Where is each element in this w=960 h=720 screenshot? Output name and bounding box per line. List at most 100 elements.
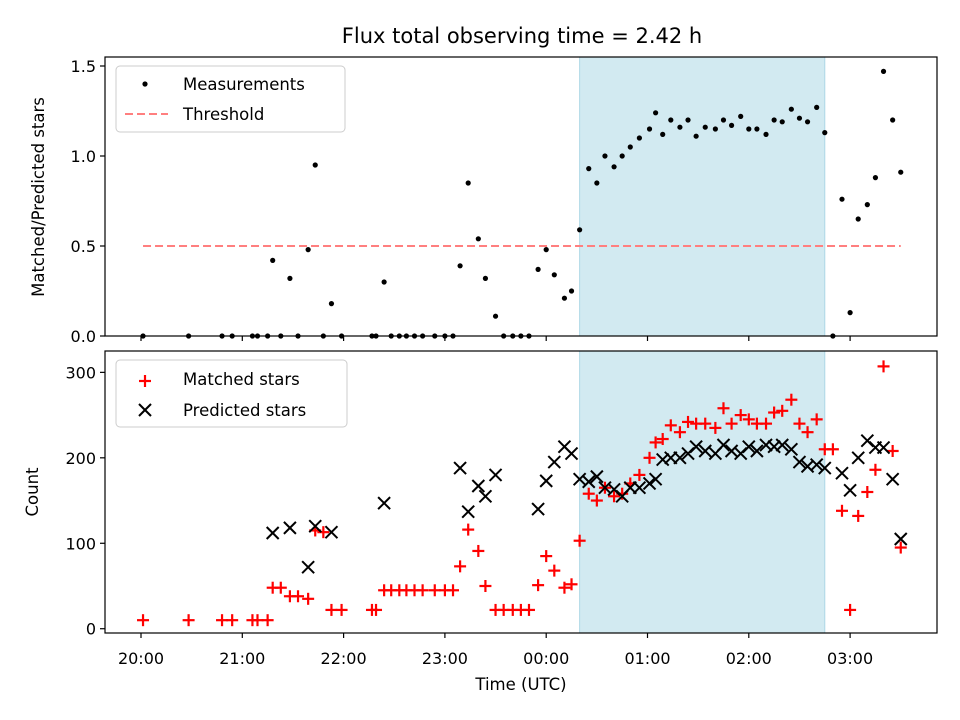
measurement-point <box>312 162 318 168</box>
measurement-point <box>746 126 752 132</box>
matched-star-point <box>776 404 789 417</box>
matched-star-point <box>274 581 287 594</box>
bottom-panel: 0 100 200 300 20:00 21:00 22:00 23:00 00:00 01:0… <box>23 350 938 694</box>
predicted-star-point <box>531 502 545 516</box>
predicted-star-point <box>876 440 891 455</box>
matched-star-point <box>742 413 755 426</box>
measurement-point <box>754 126 760 132</box>
measurement-point <box>381 279 387 285</box>
predicted-star-point <box>673 451 687 465</box>
predicted-star-point <box>809 457 824 472</box>
measurement-point <box>677 124 683 130</box>
matched-star-point <box>643 451 656 464</box>
predicted-star-point <box>308 519 322 533</box>
top-y-axis-label: Matched/Predicted stars <box>29 97 48 297</box>
measurement-point <box>788 106 794 112</box>
measurement-point <box>270 257 276 263</box>
predicted-star-point <box>689 440 703 454</box>
top-x-ticks <box>140 336 851 341</box>
matched-star-point <box>785 393 798 406</box>
measurement-point <box>482 275 489 281</box>
matched-star-point <box>335 603 348 616</box>
predicted-star-point <box>461 504 475 519</box>
measurement-point <box>636 135 642 141</box>
matched-star-point <box>810 413 823 426</box>
measurement-point <box>771 117 777 123</box>
bottom-legend-box <box>115 359 348 428</box>
predicted-star-point <box>582 475 596 489</box>
predicted-star-point <box>453 461 467 475</box>
top-y-tick-label: 0.0 <box>71 327 96 346</box>
bottom-highlight-span <box>579 350 826 634</box>
predicted-star-point <box>698 444 712 458</box>
predicted-star-point <box>377 496 391 510</box>
matched-star-point <box>725 417 738 430</box>
matched-star-point <box>699 417 712 430</box>
matched-star-point <box>835 504 848 517</box>
measurement-point <box>457 263 463 269</box>
measurement-point <box>577 227 583 233</box>
matched-star-point <box>317 526 330 539</box>
matched-star-point <box>565 578 578 591</box>
measurement-point <box>653 110 659 116</box>
measurement-point <box>568 288 575 294</box>
top-legend: Measurements Threshold <box>115 65 346 133</box>
bottom-marks <box>137 360 908 627</box>
measurement-point <box>822 130 828 136</box>
x-tick-label: 02:00 <box>726 649 772 668</box>
predicted-star-point <box>792 455 807 469</box>
predicted-star-point <box>885 472 900 486</box>
matched-star-point <box>261 614 274 627</box>
x-tick-label: 01:00 <box>624 649 670 668</box>
bottom-x-ticks: 20:00 21:00 22:00 23:00 00:00 01:00 02:00 03:00 <box>118 633 873 668</box>
predicted-star-point <box>642 476 657 491</box>
matched-star-point <box>608 490 621 503</box>
legend-threshold-label: Threshold <box>182 105 264 124</box>
matched-star-point <box>886 444 899 457</box>
top-y-tick-label: 0.5 <box>71 237 96 256</box>
measurement-point <box>611 164 617 170</box>
matched-star-point <box>717 402 730 415</box>
predicted-star-point <box>835 466 849 480</box>
matched-star-point <box>673 426 686 439</box>
measurement-point <box>627 144 633 150</box>
bottom-y-tick-label: 100 <box>65 534 96 553</box>
matched-star-point <box>532 579 545 592</box>
matched-star-point <box>664 419 677 432</box>
measurement-point <box>535 266 541 272</box>
measurement-point <box>646 126 653 132</box>
measurement-point <box>720 117 727 123</box>
top-legend-box <box>115 65 346 133</box>
matched-star-point <box>633 468 646 481</box>
matched-star-point <box>302 592 315 605</box>
predicted-star-point <box>471 479 486 493</box>
matched-star-point <box>428 584 441 597</box>
measurement-point <box>693 133 699 139</box>
predicted-star-point <box>539 474 553 488</box>
matched-star-point <box>656 433 669 446</box>
matched-star-point <box>894 541 907 554</box>
matched-star-point <box>522 603 535 616</box>
measurement-point <box>543 247 549 253</box>
matched-star-point <box>325 603 338 616</box>
predicted-star-point <box>759 438 773 452</box>
measurement-point <box>712 126 718 132</box>
measurement-point <box>561 295 568 301</box>
measurement-point <box>728 122 735 128</box>
measurement-point <box>465 180 471 186</box>
predicted-star-point <box>265 526 280 540</box>
measurement-point <box>586 166 592 172</box>
matched-star-point <box>826 443 839 456</box>
predicted-star-point <box>590 469 604 484</box>
measurement-point <box>660 131 666 137</box>
measurement-point <box>890 117 896 123</box>
x-tick-label: 22:00 <box>321 649 367 668</box>
legend-predicted-label: Predicted stars <box>183 401 306 420</box>
measurement-point <box>328 301 335 307</box>
measurement-point <box>847 310 853 316</box>
top-panel: 0.0 0.5 1.0 1.5 Matched/Predicted stars Mea… <box>29 56 938 346</box>
matched-star-point <box>682 415 695 428</box>
matched-star-point <box>462 523 475 536</box>
matched-star-point <box>216 614 229 627</box>
